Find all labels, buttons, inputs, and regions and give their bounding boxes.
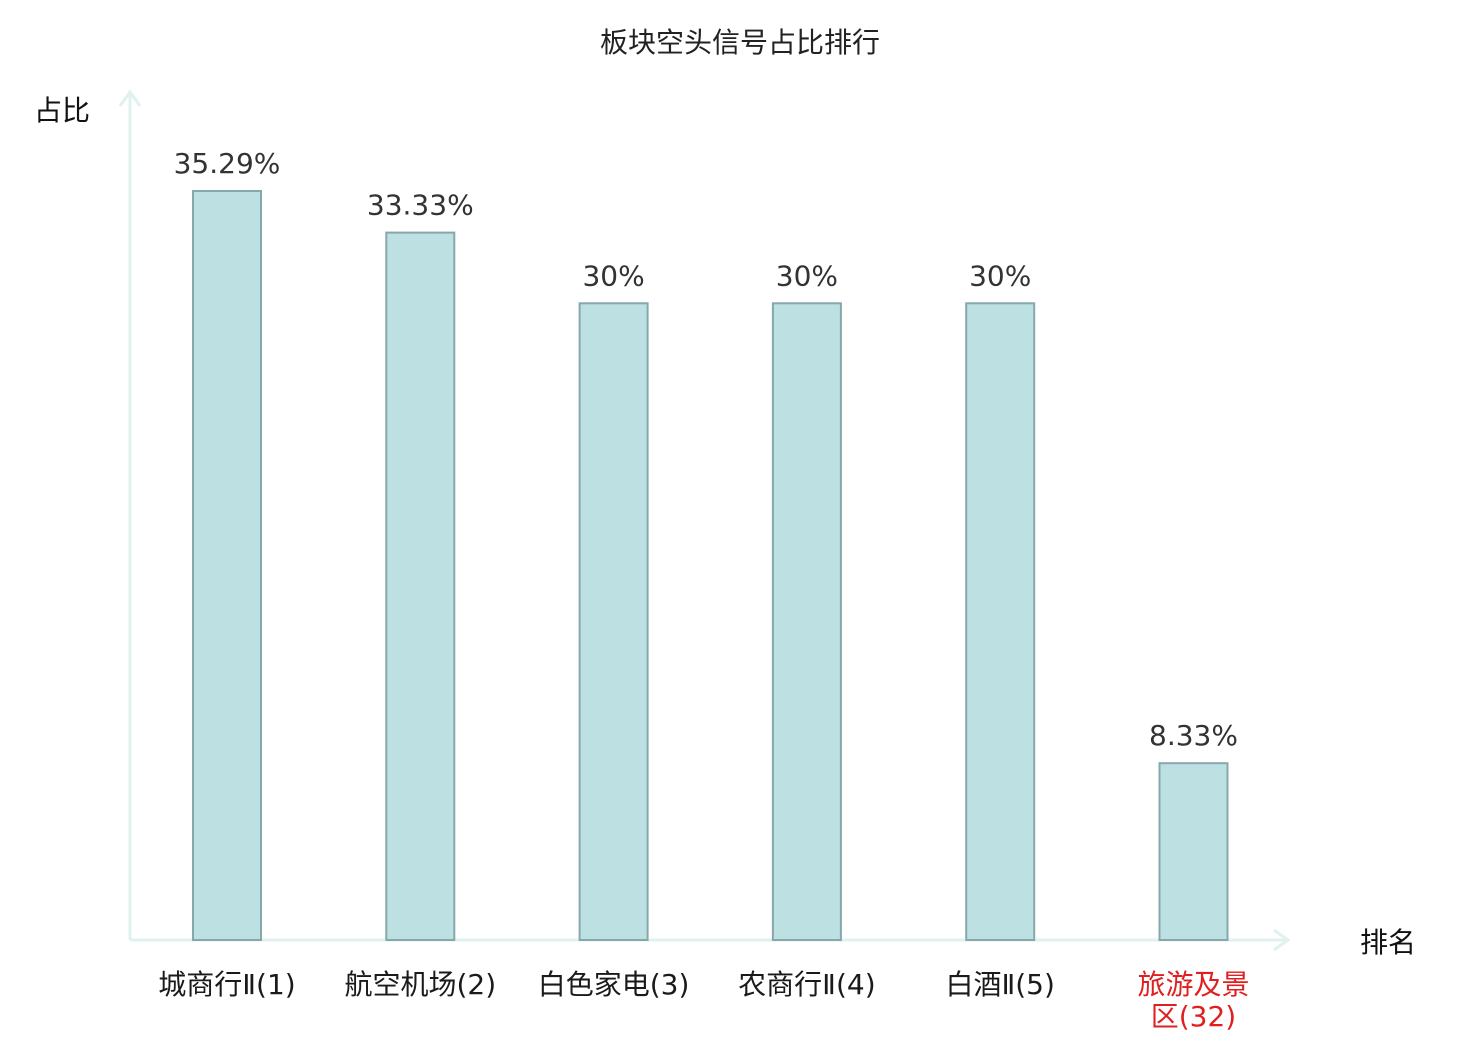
category-label-line: 旅游及景 bbox=[1137, 968, 1249, 1001]
value-label-1: 35.29% bbox=[174, 147, 281, 180]
value-label-6: 8.33% bbox=[1149, 719, 1238, 752]
category-label-line: 航空机场(2) bbox=[344, 968, 496, 1001]
bar-5 bbox=[965, 302, 1036, 941]
chart-title: 板块空头信号占比排行 bbox=[600, 26, 880, 59]
bar-3 bbox=[578, 302, 649, 941]
category-label-6: 旅游及景区(32) bbox=[1137, 968, 1249, 1033]
category-label-line: 城商行Ⅱ(1) bbox=[158, 968, 295, 1001]
x-axis-arrow bbox=[1273, 928, 1291, 952]
category-label-2: 航空机场(2) bbox=[344, 968, 496, 1001]
bar-6 bbox=[1158, 762, 1229, 942]
category-labels-group: 城商行Ⅱ(1) 航空机场(2) 白色家电(3) 农商行Ⅱ(4) 白酒Ⅱ(5) 旅游及景区(… bbox=[158, 968, 1249, 1033]
value-label-4: 30% bbox=[776, 259, 838, 292]
value-label-5: 30% bbox=[969, 259, 1031, 292]
category-label-line: 区(32) bbox=[1151, 1000, 1236, 1033]
y-axis-label: 占比 bbox=[34, 94, 90, 127]
value-labels-group: 35.29% 33.33% 30% 30% 30% 8.33% bbox=[174, 147, 1238, 752]
bars-group bbox=[192, 190, 1229, 942]
category-label-1: 城商行Ⅱ(1) bbox=[158, 968, 295, 1001]
category-label-4: 农商行Ⅱ(4) bbox=[738, 968, 875, 1001]
bar-1 bbox=[192, 190, 262, 941]
x-axis-label: 排名 bbox=[1360, 926, 1416, 959]
value-label-3: 30% bbox=[582, 259, 644, 292]
bar-2 bbox=[385, 231, 456, 942]
category-label-3: 白色家电(3) bbox=[538, 968, 690, 1001]
category-label-5: 白酒Ⅱ(5) bbox=[945, 968, 1054, 1001]
bar-4 bbox=[771, 302, 842, 941]
axes bbox=[118, 89, 1291, 952]
category-label-line: 农商行Ⅱ(4) bbox=[738, 968, 875, 1001]
category-label-line: 白酒Ⅱ(5) bbox=[945, 968, 1054, 1001]
category-label-line: 白色家电(3) bbox=[538, 968, 690, 1001]
y-axis-arrow bbox=[118, 89, 142, 107]
value-label-2: 33.33% bbox=[367, 189, 474, 222]
